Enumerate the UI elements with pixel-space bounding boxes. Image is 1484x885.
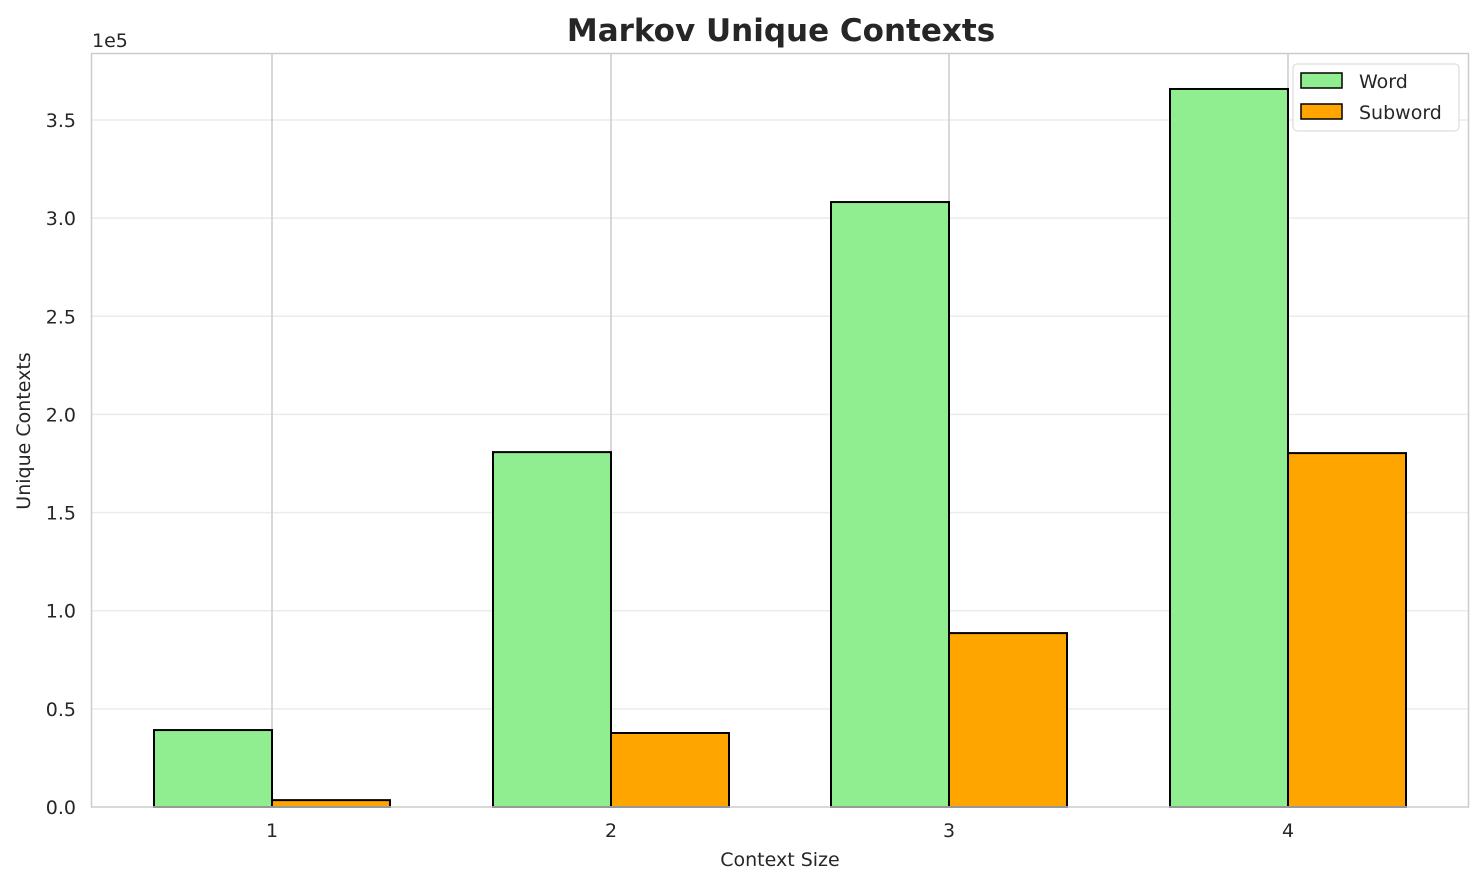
y-axis-ticks: 0.0 0.5 1.0 1.5 2.0 2.5 3.0 3.5	[46, 110, 76, 819]
bar-subword-1	[271, 799, 391, 809]
bar-subword-2	[610, 732, 730, 809]
y-tick-label: 0.5	[46, 699, 76, 721]
x-tick-label: 4	[1282, 820, 1294, 842]
bar-word-1	[153, 729, 273, 809]
bars	[153, 87, 1407, 809]
y-offset-label: 1e5	[92, 30, 128, 52]
y-tick-label: 1.5	[46, 503, 76, 525]
bar-subword-4	[1287, 452, 1407, 808]
legend-swatch-subword	[1300, 103, 1343, 120]
legend-label-subword: Subword	[1359, 102, 1442, 124]
x-tick-label: 1	[266, 820, 278, 842]
plot-frame	[90, 52, 1470, 808]
x-tick-label: 3	[943, 820, 955, 842]
bar-word-3	[830, 201, 950, 808]
y-tick-label: 1.0	[46, 601, 76, 623]
chart-title: Markov Unique Contexts	[567, 13, 995, 49]
y-tick-label: 0.0	[46, 797, 76, 819]
legend-label-word: Word	[1359, 71, 1408, 93]
y-tick-label: 3.0	[46, 208, 76, 230]
y-tick-label: 3.5	[46, 110, 76, 132]
x-tick-label: 2	[605, 820, 617, 842]
legend: Word Subword	[1292, 63, 1460, 132]
y-axis-label: Unique Contexts	[13, 352, 35, 509]
bar-subword-3	[948, 632, 1068, 809]
bar-word-2	[492, 451, 612, 808]
y-tick-label: 2.5	[46, 306, 76, 328]
y-tick-label: 2.0	[46, 404, 76, 426]
x-axis-label: Context Size	[720, 849, 839, 871]
legend-swatch-word	[1300, 72, 1343, 89]
bar-word-4	[1169, 87, 1289, 808]
x-axis-ticks: 1 2 3 4	[266, 820, 1294, 842]
